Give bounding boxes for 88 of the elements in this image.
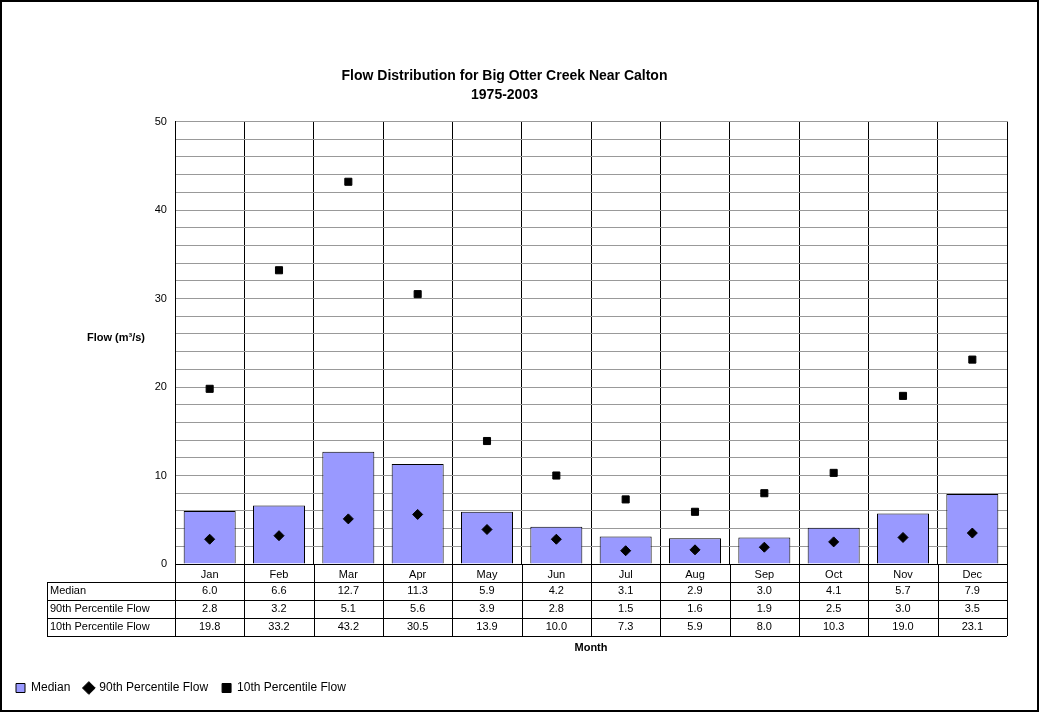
data-label: 10.3 [822,620,845,633]
data-label: 2.8 [548,602,564,615]
y-tick-label: 20 [154,380,167,393]
legend-label: 90th Percentile Flow [99,680,209,695]
point [481,523,493,535]
x-tick-label: Nov [893,567,914,580]
point [758,541,770,553]
x-tick-label: Mar [338,567,359,580]
x-tick-label: May [476,567,498,580]
data-label: 19.8 [198,620,221,633]
data-label: 8.0 [756,620,772,633]
data-label: 2.5 [826,602,842,615]
data-label: 2.8 [202,602,218,615]
point [966,527,978,539]
chart-title: Flow Distribution for Big Otter Creek Near Calton [341,67,668,84]
data-label: 6.6 [271,584,287,597]
point [621,495,630,504]
x-tick-label: Aug [685,567,705,580]
data-label: 6.0 [202,584,218,597]
data-label: 3.1 [618,584,634,597]
point [273,530,285,542]
point [550,533,562,545]
point [760,489,769,498]
data-label: 1.6 [687,602,703,615]
point [482,436,492,446]
point [690,507,700,516]
data-label: 4.2 [548,584,564,597]
point [412,508,424,520]
point [204,533,216,545]
legend-label: 10th Percentile Flow [237,680,347,695]
point [897,531,909,543]
text: Median [50,584,87,597]
point [829,468,838,477]
data-label: 5.9 [687,620,703,633]
y-tick-label: 30 [154,291,167,304]
point [968,355,977,364]
data-label: 19.0 [892,620,914,633]
point [552,471,561,480]
x-tick-label: Feb [269,567,289,580]
data-label: 23.1 [961,620,984,633]
x-tick-label: Dec [962,567,983,580]
y-axis-title: Flow (m³/s) [86,330,146,343]
data-label: 5.6 [410,602,426,615]
point [828,536,840,548]
text: 90th Percentile Flow [50,602,150,615]
point [342,513,354,525]
data-label: 3.0 [756,584,772,597]
data-label: 1.5 [618,602,634,615]
x-tick-label: Sep [754,567,775,580]
data-label: 3.9 [479,602,495,615]
x-tick-label: Jun [547,567,566,580]
x-tick-label: Oct [825,567,843,580]
data-label: 5.9 [479,584,495,597]
data-label: 3.5 [964,602,980,615]
y-tick-label: 10 [154,468,167,481]
point [620,545,632,557]
text: 10th Percentile Flow [50,620,150,633]
point [413,290,422,299]
x-tick-label: Jul [618,567,633,580]
x-tick-label: Apr [409,567,427,580]
data-label: 33.2 [268,620,290,633]
y-tick-label: 50 [154,114,167,127]
point [898,391,908,400]
data-label: 3.0 [895,602,911,615]
data-label: 12.7 [337,584,360,597]
data-label: 5.1 [340,602,356,615]
chart-subtitle: 1975-2003 [471,86,539,103]
x-tick-label: Jan [200,567,219,580]
data-label: 10.0 [545,620,568,633]
data-label: 30.5 [406,620,429,633]
data-label: 13.9 [476,620,498,633]
data-label: 7.3 [618,620,634,633]
data-label: 3.2 [271,602,287,615]
data-label: 5.7 [895,584,911,597]
data-label: 4.1 [826,584,842,597]
data-label: 11.3 [407,584,428,597]
legend-label: Median [31,680,71,695]
y-tick-label: 0 [160,557,167,570]
data-label: 1.9 [756,602,772,615]
data-label: 7.9 [964,584,980,597]
point [274,266,284,275]
point [344,177,353,186]
point [205,384,214,393]
text: Month [574,641,608,654]
point [689,544,701,556]
y-tick-label: 40 [154,203,167,216]
data-label: 2.9 [687,584,703,597]
data-label: 43.2 [337,620,360,633]
